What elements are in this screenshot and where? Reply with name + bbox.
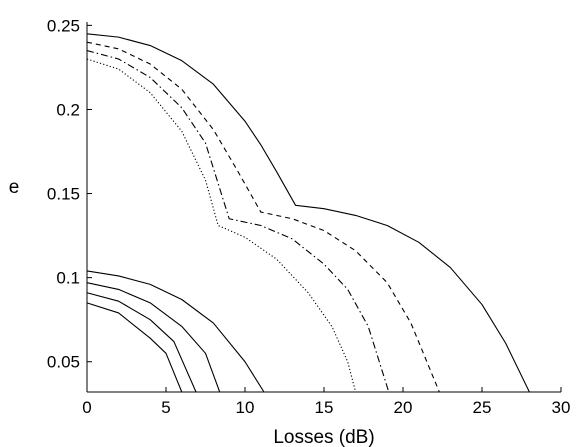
- series-line-8: [86, 302, 183, 393]
- x-tick-label: 15: [315, 398, 334, 417]
- series-line-7: [86, 292, 197, 393]
- series-line-2: [86, 41, 440, 393]
- x-tick-label: 5: [161, 398, 170, 417]
- y-tick-label: 0.2: [56, 100, 80, 119]
- series-line-3: [86, 50, 390, 393]
- x-tick-label: 20: [394, 398, 413, 417]
- y-axis-label: e: [9, 177, 20, 198]
- y-tick-label: 0.1: [56, 269, 80, 288]
- x-tick-label: 0: [82, 398, 91, 417]
- x-axis-label: Losses (dB): [273, 427, 374, 447]
- y-tick-label: 0.15: [47, 185, 80, 204]
- series-line-5: [86, 270, 265, 393]
- axes-layer: 0 5 10 15 20 25 30 0.05 0.1 0.15 0.2 0.25: [47, 16, 571, 417]
- series-line-4: [86, 58, 357, 393]
- x-tick-label: 30: [552, 398, 571, 417]
- series-line-1: [86, 33, 530, 393]
- series-line-6: [86, 282, 221, 393]
- series-layer: [86, 33, 530, 393]
- y-tick-label: 0.05: [47, 353, 80, 372]
- x-tick-label: 25: [473, 398, 492, 417]
- y-tick-label: 0.25: [47, 16, 80, 35]
- x-tick-label: 10: [236, 398, 255, 417]
